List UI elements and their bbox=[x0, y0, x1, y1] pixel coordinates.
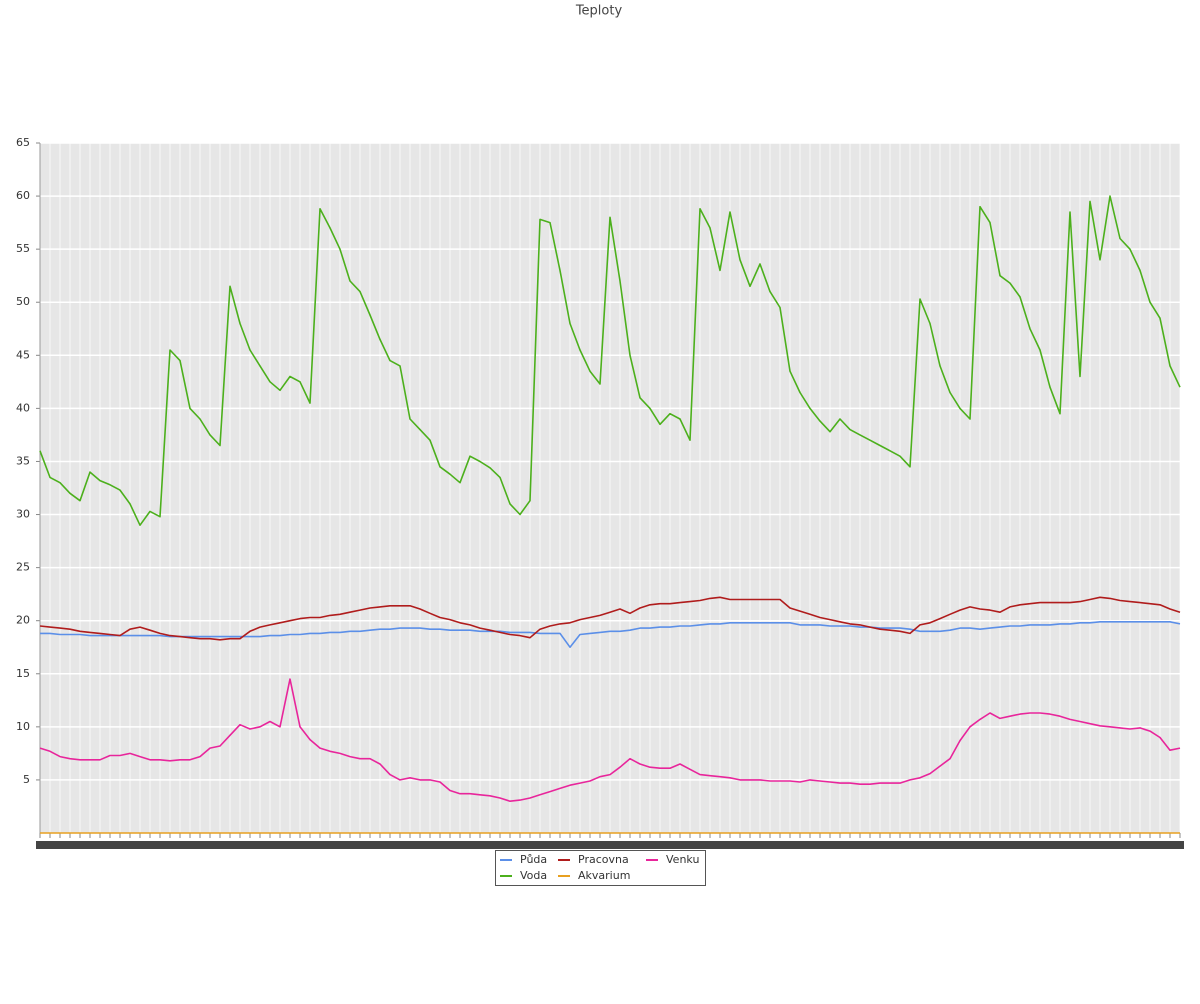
y-tick-label: 5 bbox=[23, 773, 30, 786]
y-tick-label: 40 bbox=[16, 401, 30, 414]
legend-label: Venku bbox=[666, 853, 699, 866]
series-line bbox=[39, 678, 1181, 802]
legend-label: Pracovna bbox=[578, 853, 629, 866]
y-tick-label: 65 bbox=[16, 136, 30, 149]
y-tick-label: 50 bbox=[16, 295, 30, 308]
series-line bbox=[40, 621, 1181, 648]
y-tick-label: 20 bbox=[16, 614, 30, 627]
x-label-band bbox=[36, 841, 1184, 849]
y-tick-label: 60 bbox=[16, 189, 30, 202]
chart-title: Teploty bbox=[575, 4, 623, 19]
y-tick-label: 35 bbox=[16, 454, 30, 467]
legend-label: Akvarium bbox=[578, 869, 630, 882]
y-tick-label: 15 bbox=[16, 667, 30, 680]
y-tick-label: 30 bbox=[16, 508, 30, 521]
legend-box bbox=[495, 850, 706, 886]
legend-label: Voda bbox=[520, 869, 547, 882]
series-line bbox=[39, 195, 1181, 526]
legend-label: Půda bbox=[520, 853, 547, 866]
y-tick-label: 25 bbox=[16, 561, 30, 574]
series-line bbox=[39, 596, 1181, 641]
y-tick-label: 10 bbox=[16, 720, 30, 733]
y-tick-label: 55 bbox=[16, 242, 30, 255]
y-tick-label: 45 bbox=[16, 348, 30, 361]
